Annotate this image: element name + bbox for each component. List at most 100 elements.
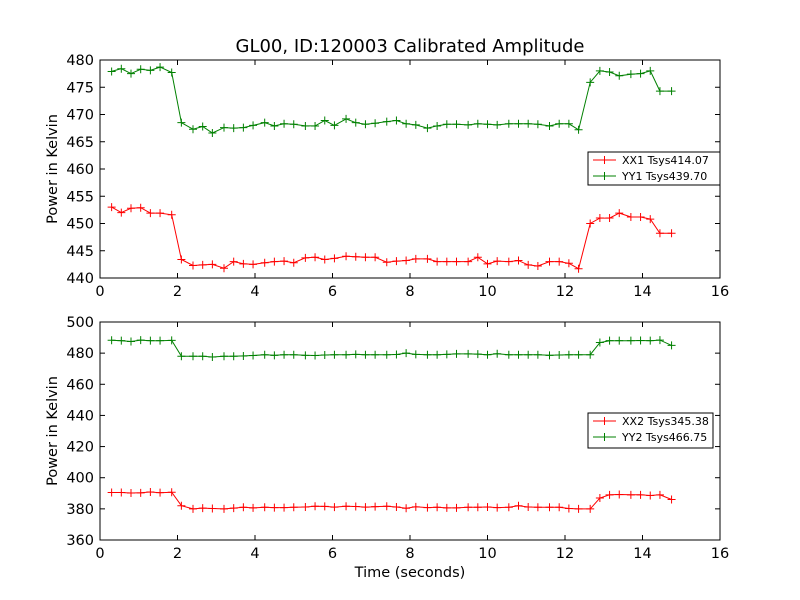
data-point bbox=[483, 259, 492, 268]
x-tick-label: 2 bbox=[173, 546, 182, 562]
y-tick-label: 480 bbox=[66, 53, 94, 69]
data-point bbox=[615, 490, 624, 499]
y-tick-label: 440 bbox=[66, 408, 94, 424]
data-point bbox=[189, 125, 197, 134]
data-point bbox=[320, 116, 329, 125]
data-point bbox=[545, 257, 554, 266]
data-point bbox=[524, 260, 533, 269]
data-point bbox=[351, 350, 360, 359]
data-point bbox=[423, 503, 432, 512]
data-point bbox=[280, 119, 289, 128]
data-point bbox=[136, 65, 145, 74]
data-point bbox=[411, 120, 420, 129]
data-point bbox=[198, 260, 207, 269]
y-tick-label: 445 bbox=[66, 244, 94, 260]
data-point bbox=[220, 264, 228, 273]
data-point bbox=[655, 490, 664, 499]
data-point bbox=[574, 125, 583, 134]
data-point bbox=[646, 491, 655, 500]
data-point bbox=[473, 350, 482, 359]
data-point bbox=[156, 488, 165, 497]
data-point bbox=[167, 68, 176, 77]
data-point bbox=[189, 352, 197, 361]
data-point bbox=[586, 78, 595, 87]
x-tick-label: 10 bbox=[478, 546, 496, 562]
data-point bbox=[107, 203, 116, 212]
data-point bbox=[260, 503, 269, 512]
data-point bbox=[311, 121, 320, 130]
x-tick-label: 2 bbox=[173, 284, 182, 300]
data-point bbox=[493, 349, 502, 358]
data-point bbox=[320, 255, 329, 264]
series-line bbox=[111, 66, 672, 134]
data-point bbox=[392, 502, 401, 511]
data-point bbox=[411, 502, 420, 511]
y-tick-label: 460 bbox=[66, 162, 94, 178]
data-point bbox=[473, 253, 482, 262]
data-point bbox=[167, 488, 176, 497]
y-tick-label: 360 bbox=[66, 533, 94, 549]
data-point bbox=[167, 336, 176, 345]
legend-entry: YY2 Tsys466.75 bbox=[621, 431, 707, 444]
data-point bbox=[177, 501, 186, 510]
data-point bbox=[136, 336, 145, 345]
data-point bbox=[615, 71, 624, 80]
data-point bbox=[545, 503, 554, 512]
legend-box bbox=[587, 412, 714, 449]
data-point bbox=[229, 504, 238, 513]
data-point bbox=[107, 488, 116, 497]
data-point bbox=[280, 503, 289, 512]
data-point bbox=[586, 219, 595, 228]
data-point bbox=[208, 353, 217, 362]
data-point bbox=[229, 124, 238, 133]
data-point bbox=[564, 504, 573, 513]
chart-title: GL00, ID:120003 Calibrated Amplitude bbox=[236, 36, 585, 57]
data-point bbox=[301, 121, 310, 130]
y-tick-label: 480 bbox=[66, 346, 94, 362]
data-point bbox=[167, 210, 176, 219]
data-point bbox=[320, 502, 329, 511]
data-point bbox=[667, 341, 676, 350]
data-point bbox=[504, 503, 513, 512]
data-point bbox=[493, 503, 502, 512]
data-point bbox=[392, 116, 401, 125]
data-point bbox=[555, 503, 564, 512]
data-point bbox=[402, 119, 411, 128]
legend-box bbox=[587, 151, 721, 186]
data-point bbox=[411, 254, 420, 263]
x-tick-label: 6 bbox=[328, 284, 337, 300]
data-point bbox=[524, 119, 533, 128]
legend-marker bbox=[600, 433, 609, 441]
x-tick-label: 8 bbox=[405, 284, 414, 300]
data-point bbox=[615, 209, 624, 218]
data-point bbox=[127, 69, 135, 78]
data-point bbox=[626, 336, 635, 345]
data-point bbox=[433, 257, 442, 266]
data-point bbox=[117, 64, 126, 73]
data-point bbox=[260, 258, 269, 267]
data-point bbox=[667, 87, 676, 96]
data-point bbox=[473, 119, 482, 128]
data-point bbox=[483, 502, 492, 511]
data-point bbox=[382, 117, 391, 126]
data-point bbox=[301, 502, 310, 511]
data-point bbox=[533, 350, 542, 359]
legend-marker bbox=[600, 417, 609, 425]
x-tick-label: 10 bbox=[478, 284, 496, 300]
data-point bbox=[289, 350, 298, 359]
top-panel: 0 2 4 6 8 10 12 14 16 440 445 450 455 460 465 470 475 480… bbox=[45, 53, 729, 300]
data-point bbox=[402, 504, 411, 513]
data-point bbox=[351, 118, 360, 127]
data-point bbox=[382, 350, 391, 359]
data-point bbox=[371, 119, 380, 128]
data-point bbox=[351, 502, 360, 511]
data-point bbox=[311, 253, 320, 262]
data-point bbox=[655, 336, 664, 345]
data-point bbox=[574, 350, 583, 359]
data-point bbox=[605, 490, 614, 499]
data-point bbox=[320, 351, 329, 360]
data-point bbox=[371, 253, 380, 262]
data-point bbox=[208, 129, 217, 138]
data-point bbox=[239, 503, 248, 512]
data-point bbox=[177, 118, 186, 127]
